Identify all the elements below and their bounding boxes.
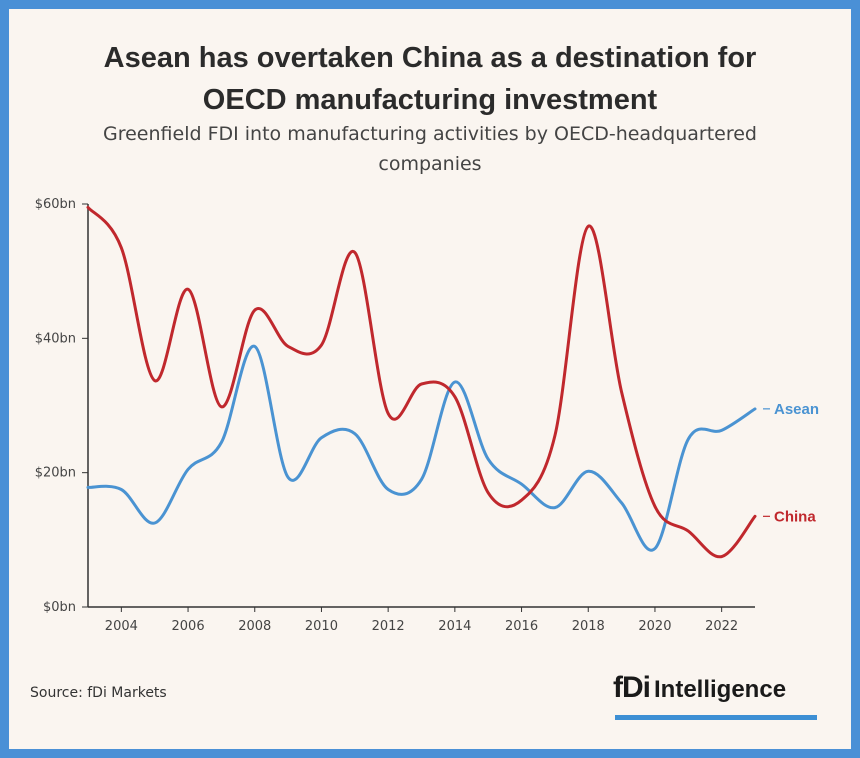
y-tick-label: $20bn [35, 466, 76, 481]
source-note: Source: fDi Markets [30, 685, 167, 701]
asean-series-line [86, 344, 757, 552]
china-data-point [119, 246, 123, 250]
x-tick-label: 2010 [305, 619, 338, 634]
china-data-point [186, 287, 190, 291]
chart-title: Asean has overtaken China as a destinati… [9, 37, 851, 121]
x-tick-label: 2018 [572, 619, 605, 634]
y-tick-label: $40bn [35, 331, 76, 346]
china-data-point [720, 555, 724, 559]
x-tick-label: 2016 [505, 619, 538, 634]
asean-data-point [653, 547, 657, 551]
chart-subtitle: Greenfield FDI into manufacturing activi… [103, 123, 757, 175]
china-end-label: China [774, 508, 816, 525]
asean-data-point [686, 437, 690, 441]
y-tick-label: $0bn [43, 600, 76, 615]
china-data-point [219, 405, 223, 409]
china-data-point [620, 390, 624, 394]
china-data-point [319, 343, 323, 347]
asean-data-point [119, 487, 123, 491]
x-tick-label: 2012 [372, 619, 405, 634]
asean-data-point [720, 428, 724, 432]
chart-title-line-1: Asean has overtaken China as a destinati… [103, 42, 757, 74]
asean-data-point [620, 501, 624, 505]
asean-data-point [486, 457, 490, 461]
asean-data-point [86, 485, 90, 489]
china-data-point [486, 491, 490, 495]
china-data-point [753, 514, 757, 518]
asean-data-point [553, 506, 557, 510]
asean-data-point [420, 477, 424, 481]
asean-data-point [753, 407, 757, 411]
china-data-point [686, 529, 690, 533]
logo-underline [615, 715, 817, 720]
x-tick-label: 2006 [172, 619, 205, 634]
asean-data-point [386, 487, 390, 491]
china-data-point [253, 308, 257, 312]
asean-data-point [286, 475, 290, 479]
asean-data-point [219, 440, 223, 444]
asean-data-point [586, 469, 590, 473]
asean-data-point [253, 344, 257, 348]
x-tick-label: 2022 [705, 619, 738, 634]
asean-data-point [453, 380, 457, 384]
x-tick-label: 2004 [105, 619, 138, 634]
asean-data-point [520, 482, 524, 486]
china-series-line [86, 205, 757, 559]
china-data-point [353, 250, 357, 254]
x-tick-label: 2014 [438, 619, 471, 634]
fdi-intelligence-logo: fDi Intelligence [613, 671, 817, 723]
china-data-point [520, 498, 524, 502]
asean-data-point [353, 432, 357, 436]
asean-data-point [186, 467, 190, 471]
china-data-point [586, 224, 590, 228]
line-chart: $0bn $20bn $40bn $60bn 2004 2006 2008 2010 2012 2… [35, 197, 819, 634]
chart-card: Asean has overtaken China as a destinati… [9, 9, 851, 749]
logo-wordmark: Intelligence [654, 676, 787, 703]
china-data-point [153, 379, 157, 383]
china-data-point [420, 382, 424, 386]
asean-end-label: Asean [774, 401, 819, 418]
x-tick-label: 2008 [238, 619, 271, 634]
china-data-point [386, 412, 390, 416]
asean-data-point [153, 521, 157, 525]
china-data-point [86, 205, 90, 209]
logo-mark: fDi [613, 671, 651, 704]
china-data-point [653, 504, 657, 508]
china-data-point [453, 395, 457, 399]
x-tick-label: 2020 [638, 619, 671, 634]
y-tick-label: $60bn [35, 197, 76, 212]
chart-title-line-2: OECD manufacturing investment [202, 84, 658, 116]
asean-data-point [319, 436, 323, 440]
china-data-point [286, 344, 290, 348]
china-data-point [553, 434, 557, 438]
